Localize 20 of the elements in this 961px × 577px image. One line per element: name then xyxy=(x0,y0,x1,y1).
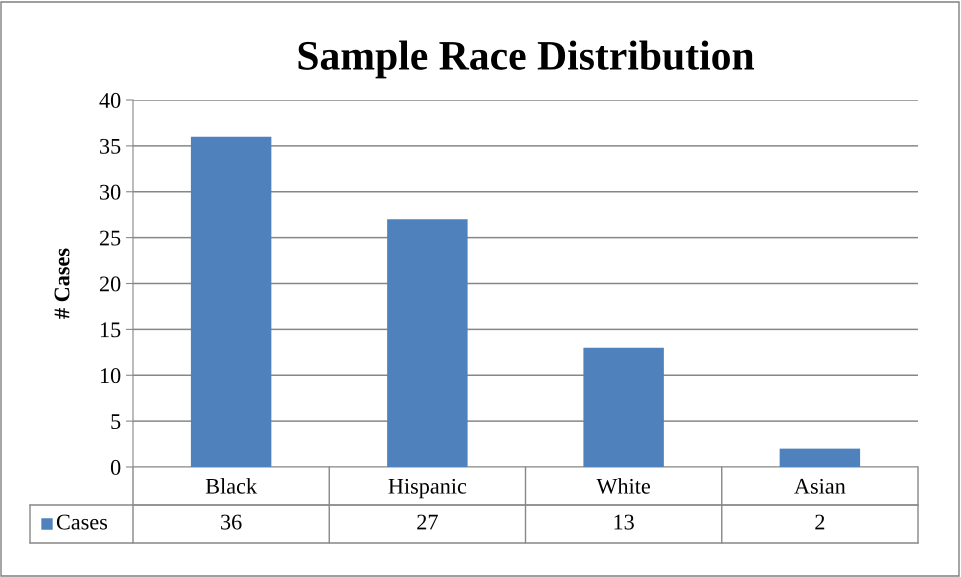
data-label: 13 xyxy=(614,514,634,530)
x-tick-label: Hispanic xyxy=(388,478,466,498)
legend-label: Cases xyxy=(56,514,108,530)
data-label: 2 xyxy=(815,514,824,530)
y-tick-label: 10 xyxy=(100,368,120,384)
x-tick-label: White xyxy=(596,478,650,494)
y-tick-label: 20 xyxy=(100,276,120,292)
y-tick-label: 5 xyxy=(111,414,120,430)
x-tick-label: Asian xyxy=(794,478,846,494)
y-tick-label: 30 xyxy=(100,184,120,200)
y-tick-label: 35 xyxy=(100,138,120,154)
y-tick-label: 0 xyxy=(110,460,120,475)
data-label: 36 xyxy=(221,514,242,530)
data-label: 27 xyxy=(417,514,438,530)
y-tick-label: 40 xyxy=(99,92,120,108)
y-tick-label: 25 xyxy=(100,230,120,246)
y-tick-label: 15 xyxy=(100,322,120,338)
y-axis-title: # Cases xyxy=(54,248,70,319)
chart-title: Sample Race Distribution xyxy=(298,40,754,78)
x-tick-label: Black xyxy=(206,478,258,494)
